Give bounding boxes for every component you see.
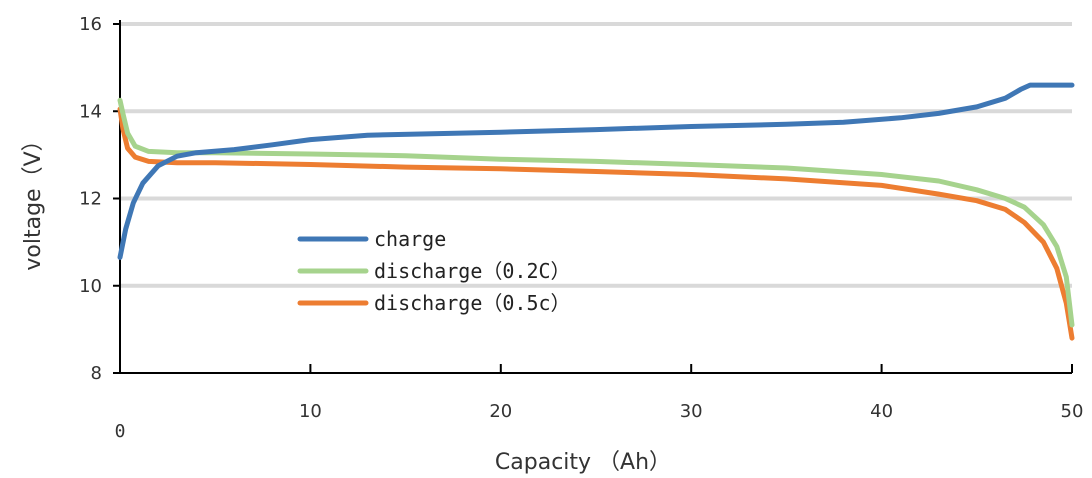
x-tick-labels: 0 10 20 30 40 50 xyxy=(115,401,1084,442)
series-line-2 xyxy=(117,106,1075,341)
x-tick-label: 40 xyxy=(870,401,893,422)
x-tick-label: 20 xyxy=(489,401,512,422)
series-line-1 xyxy=(117,97,1075,328)
x-tick-label: 10 xyxy=(299,401,322,422)
legend-label: charge xyxy=(374,227,446,251)
legend-label: discharge（0.5c） xyxy=(374,291,571,315)
y-tick-labels: 8 10 12 14 16 xyxy=(79,14,102,384)
x-tick-label: 50 xyxy=(1061,401,1084,422)
x-axis-title: Capacity （Ah） xyxy=(495,450,671,475)
axes xyxy=(113,20,1073,374)
x-tick-label: 30 xyxy=(680,401,703,422)
legend-label: discharge（0.2C） xyxy=(374,259,571,283)
y-axis-title: voltage（V） xyxy=(21,129,46,270)
legend: charge discharge（0.2C） discharge（0.5c） xyxy=(297,227,571,315)
y-tick-label: 16 xyxy=(79,14,102,35)
y-tick-label: 8 xyxy=(91,363,102,384)
y-tick-label: 10 xyxy=(79,276,102,297)
x-tick-label: 0 xyxy=(115,421,126,442)
series-lines xyxy=(117,82,1075,341)
y-tick-label: 12 xyxy=(79,189,102,210)
series-line-0 xyxy=(117,82,1075,260)
gridlines xyxy=(120,22,1072,288)
y-tick-label: 14 xyxy=(79,101,102,122)
